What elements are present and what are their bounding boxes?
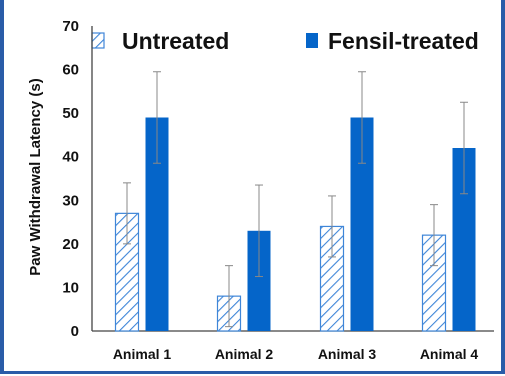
bar-fensil-treated-animal-2 <box>247 230 271 331</box>
error-bars <box>123 71 468 328</box>
y-tick-label: 30 <box>62 192 79 209</box>
y-axis-title: Paw Withdrawal Latency (s) <box>27 78 44 275</box>
x-tick-label: Animal 3 <box>318 346 377 362</box>
bars <box>114 117 476 332</box>
bar-fensil-treated-animal-4 <box>452 148 476 331</box>
y-tick-label: 40 <box>62 149 79 166</box>
bar-fensil-treated-animal-1 <box>145 117 169 331</box>
legend: Untreated Fensil-treated <box>91 28 479 54</box>
legend-label-untreated: Untreated <box>122 28 229 54</box>
x-tick-labels: Animal 1 Animal 2 Animal 3 Animal 4 <box>113 346 479 362</box>
x-tick-label: Animal 2 <box>215 346 274 362</box>
y-tick-label: 50 <box>62 105 79 122</box>
y-tick-label: 20 <box>62 236 79 253</box>
bar-chart: Paw Withdrawal Latency (s) Untreated Fen… <box>27 18 494 362</box>
y-tick-label: 70 <box>62 18 79 35</box>
legend-label-fensil-treated: Fensil-treated <box>328 28 479 54</box>
y-tick-label: 0 <box>71 323 79 340</box>
y-tick-label: 60 <box>62 62 79 79</box>
x-tick-label: Animal 1 <box>113 346 172 362</box>
y-tick-label: 10 <box>62 279 79 296</box>
bar-fensil-treated-animal-3 <box>350 117 374 331</box>
legend-swatch-fensil-treated <box>306 33 318 48</box>
x-tick-label: Animal 4 <box>420 346 479 362</box>
legend-swatch-untreated <box>91 32 105 49</box>
y-tick-labels: 0 10 20 30 40 50 60 70 <box>62 18 79 340</box>
